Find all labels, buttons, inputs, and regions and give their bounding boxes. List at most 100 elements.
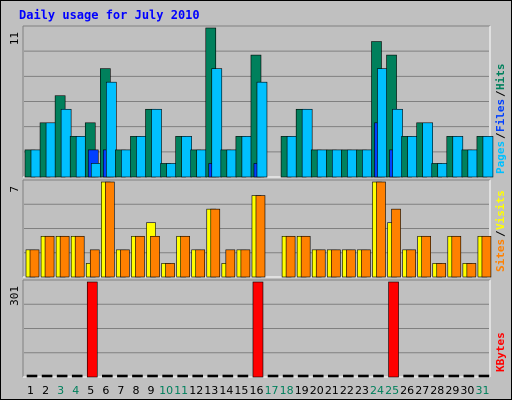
bar-kbytes-day-13: [207, 374, 219, 378]
day-label-14: 14: [219, 384, 233, 397]
bar-sites-day-29: [451, 235, 462, 278]
bar-kbytes-day-11: [177, 374, 188, 378]
bar-sites-day-11: [180, 235, 190, 278]
bar-sites-day-18: [285, 235, 296, 278]
bar-sites-day-20: [315, 249, 326, 278]
bar-kbytes-day-17: [267, 374, 279, 378]
bar-sites-day-21: [330, 249, 341, 278]
bar-sites-day-7: [120, 249, 130, 278]
day-label-10: 10: [159, 384, 173, 397]
day-label-11: 11: [174, 384, 188, 397]
bar-pages-day-3: [60, 108, 72, 178]
bar-sites-day-9: [150, 235, 160, 278]
day-label-31: 31: [475, 384, 489, 397]
day-label-3: 3: [57, 384, 64, 397]
day-label-29: 29: [445, 384, 459, 397]
bar-pages-day-27: [422, 122, 433, 178]
bar-pages-day-24: [377, 68, 388, 178]
bar-pages-day-1: [30, 149, 42, 178]
day-label-18: 18: [280, 384, 294, 397]
bar-kbytes-day-10: [162, 374, 173, 378]
bar-kbytes-day-31: [478, 374, 490, 378]
day-label-15: 15: [234, 384, 248, 397]
bar-kbytes-day-2: [41, 374, 53, 378]
bar-sites-day-2: [44, 235, 55, 278]
bar-sites-day-28: [436, 263, 447, 278]
day-label-1: 1: [27, 384, 34, 397]
bar-kbytes-day-23: [358, 374, 369, 378]
bar-kbytes-day-3: [56, 374, 68, 378]
bar-sites-day-24: [376, 181, 386, 278]
bar-sites-day-25: [391, 208, 401, 278]
bar-pages-day-11: [181, 136, 192, 178]
bar-sites-day-14: [225, 249, 236, 278]
bar-pages-day-23: [362, 149, 373, 178]
bar-pages-day-19: [301, 108, 313, 178]
bar-kbytes-day-20: [312, 374, 324, 378]
bar-kbytes-day-16: [252, 281, 264, 378]
bar-sites-day-19: [300, 235, 311, 278]
bar-kbytes-day-14: [222, 374, 234, 378]
bar-pages-day-25: [392, 108, 403, 178]
right-label-slash: /: [494, 230, 507, 237]
bar-pages-day-12: [196, 149, 208, 178]
day-label-28: 28: [430, 384, 444, 397]
bar-kbytes-day-27: [418, 374, 429, 378]
bar-pages-day-22: [347, 149, 358, 178]
day-label-2: 2: [42, 384, 49, 397]
bar-pages-day-21: [331, 149, 343, 178]
day-label-24: 24: [370, 384, 384, 397]
bar-pages-day-5: [90, 163, 102, 178]
bar-pages-day-30: [467, 149, 479, 178]
bar-kbytes-day-18: [282, 374, 294, 378]
bar-sites-day-1: [29, 249, 40, 278]
bar-sites-day-13: [210, 208, 221, 278]
y-axis-max-label-kbytes: 301: [8, 286, 21, 306]
bar-kbytes-day-12: [192, 374, 204, 378]
right-label-files: Files: [494, 99, 507, 132]
bar-kbytes-day-28: [433, 374, 445, 378]
bar-pages-day-13: [211, 68, 223, 178]
day-label-26: 26: [400, 384, 414, 397]
bar-kbytes-day-7: [117, 374, 128, 378]
day-label-22: 22: [340, 384, 354, 397]
day-label-16: 16: [250, 384, 264, 397]
day-label-12: 12: [189, 384, 203, 397]
day-label-27: 27: [415, 384, 429, 397]
day-label-8: 8: [132, 384, 139, 397]
bar-sites-day-10: [165, 263, 175, 278]
bar-kbytes-day-1: [26, 374, 38, 378]
bar-kbytes-day-19: [297, 374, 309, 378]
day-label-21: 21: [325, 384, 339, 397]
bar-kbytes-day-9: [147, 374, 158, 378]
bar-kbytes-day-30: [463, 374, 475, 378]
bar-pages-day-31: [482, 136, 494, 178]
day-label-4: 4: [72, 384, 79, 397]
bar-kbytes-day-5: [86, 281, 98, 378]
bar-sites-day-5: [89, 249, 100, 278]
y-axis-max-label-visits_sites: 7: [8, 186, 21, 193]
bar-pages-day-20: [316, 149, 328, 178]
bar-sites-day-23: [361, 249, 371, 278]
day-label-5: 5: [87, 384, 94, 397]
bar-kbytes-day-25: [388, 281, 399, 378]
bar-sites-day-26: [406, 249, 416, 278]
right-label-hits: Hits: [494, 64, 507, 91]
bar-sites-day-30: [466, 263, 477, 278]
day-label-9: 9: [148, 384, 155, 397]
day-label-13: 13: [204, 384, 218, 397]
day-label-30: 30: [460, 384, 474, 397]
bar-sites-day-22: [346, 249, 356, 278]
bar-pages-day-29: [452, 136, 464, 178]
right-label-kbytes: KBytes: [494, 332, 507, 372]
y-axis-max-label-hits_files_pages: 11: [8, 32, 21, 45]
bar-pages-day-18: [286, 136, 298, 178]
bar-kbytes-day-24: [373, 374, 384, 378]
bar-sites-day-27: [421, 235, 431, 278]
bar-sites-day-16: [255, 195, 266, 278]
bar-pages-day-8: [136, 136, 147, 178]
bar-sites-day-6: [105, 181, 115, 278]
bar-sites-day-31: [481, 235, 492, 278]
bar-kbytes-day-29: [448, 374, 460, 378]
